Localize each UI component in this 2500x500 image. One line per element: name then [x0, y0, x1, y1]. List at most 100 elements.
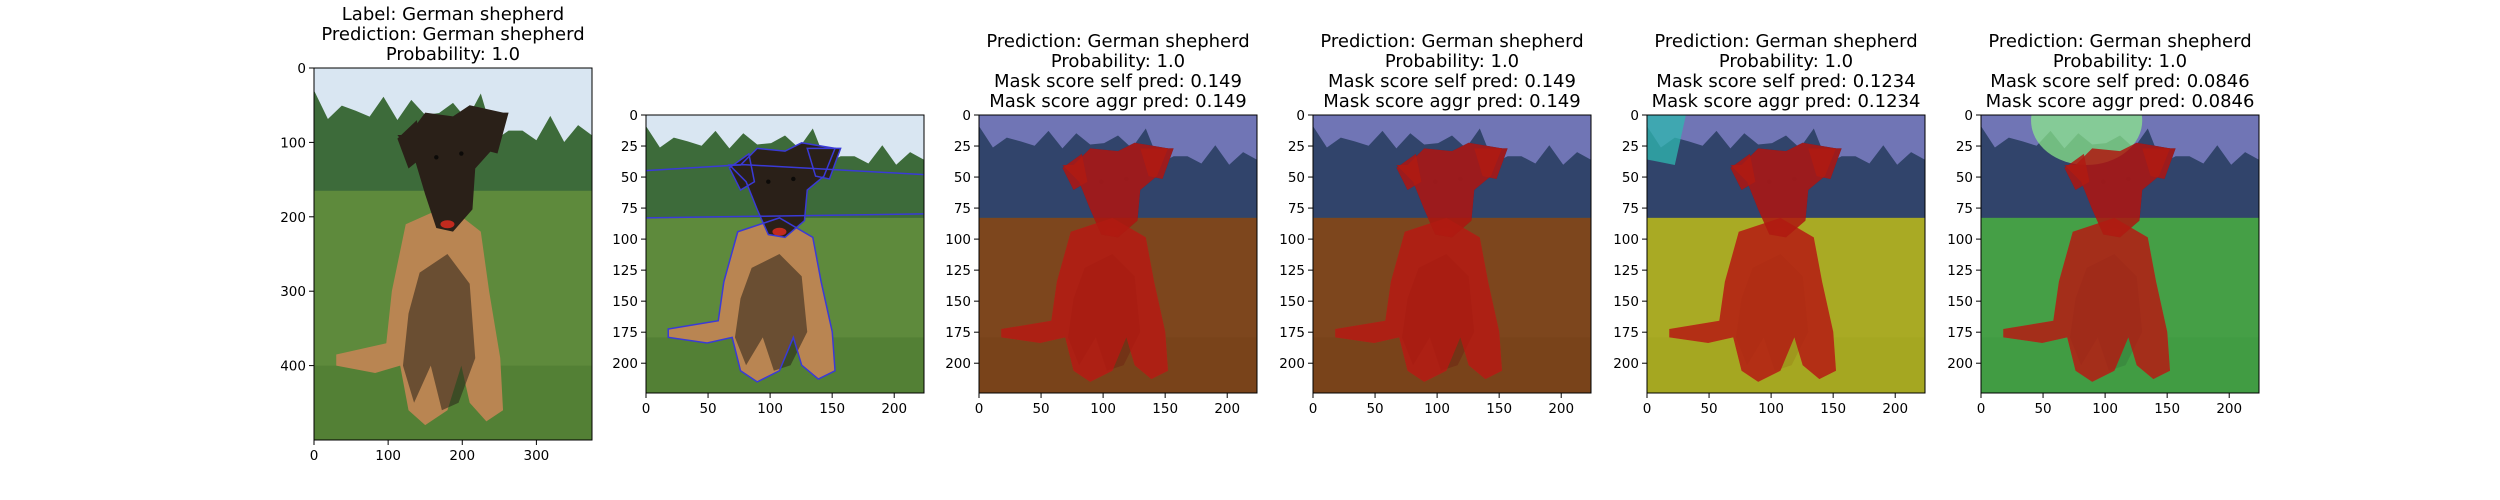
dog-eye: [459, 151, 464, 156]
segment-contour: [667, 217, 836, 383]
panel-title-line: Probability: 1.0: [1051, 51, 1185, 72]
panel-2: 0 50 100 150 200 0 25 50 75 100 125 150 175 200: [612, 108, 925, 417]
x-tick-label: 100: [2092, 401, 2118, 417]
dog-head: [729, 142, 836, 238]
x-tick-label: 200: [1882, 401, 1908, 417]
y-tick-label: 125: [1279, 263, 1305, 279]
y-tick-label: 25: [1288, 139, 1305, 155]
panel-image: [1981, 115, 2259, 393]
panel-title-line: Probability: 1.0: [1719, 51, 1853, 72]
y-tick-label: 200: [1279, 356, 1305, 372]
y-tick-label: 125: [1613, 263, 1639, 279]
x-tick-label: 50: [2034, 401, 2051, 417]
y-tick-label: 50: [1956, 170, 1973, 186]
panel-title-line: Probability: 1.0: [1385, 51, 1519, 72]
y-tick-label: 75: [1622, 201, 1639, 217]
dog-ear-mask: [1474, 148, 1508, 179]
dog-mask: [1335, 217, 1503, 382]
x-tick-label: 150: [1820, 401, 1846, 417]
y-tick-label: 200: [280, 210, 306, 226]
panel-title-line: Mask score aggr pred: 0.149: [1323, 91, 1580, 112]
y-tick-label: 0: [1630, 108, 1639, 124]
x-tick-label: 200: [881, 401, 907, 417]
dog-mask: [2003, 217, 2171, 382]
x-tick-label: 150: [1486, 401, 1512, 417]
panel-title-line: Prediction: German shepherd: [986, 31, 1249, 52]
axes-frame: [1312, 114, 1592, 394]
dog-collar: [772, 227, 787, 236]
panel-title-line: Mask score aggr pred: 0.1234: [1652, 91, 1921, 112]
segment-contour: [646, 213, 924, 219]
panel-6: 0 50 100 150 200 0 25 50 75 100 125 150 175 200 Predic…: [1947, 31, 2260, 417]
y-tick-label: 75: [1288, 201, 1305, 217]
y-tick-label: 75: [1956, 201, 1973, 217]
panel-title-line: Prediction: German shepherd: [1654, 31, 1917, 52]
dog-ear-mask: [1730, 153, 1756, 191]
x-tick-label: 200: [1548, 401, 1574, 417]
x-tick-label: 100: [375, 448, 401, 464]
dog-eye: [766, 179, 771, 184]
y-tick-label: 200: [612, 356, 638, 372]
x-tick-label: 0: [310, 448, 319, 464]
x-tick-label: 0: [975, 401, 984, 417]
y-tick-label: 125: [1947, 263, 1973, 279]
panel-4: 0 50 100 150 200 0 25 50 75 100 125 150 175 200 Predic…: [1279, 31, 1592, 417]
panel-title-line: Prediction: German shepherd: [321, 24, 584, 45]
panel-1: 0 100 200 300 0 100 200 300 400 Label: German she…: [280, 4, 593, 464]
dog-ear-mask: [1062, 153, 1088, 191]
axes-frame: [978, 114, 1258, 394]
x-tick-label: 100: [1758, 401, 1784, 417]
y-tick-label: 50: [1288, 170, 1305, 186]
dog-ear-mask: [1396, 153, 1422, 191]
x-tick-label: 150: [2154, 401, 2180, 417]
dog-collar: [440, 220, 455, 229]
x-tick-label: 0: [1309, 401, 1318, 417]
dog-ear-mask: [1808, 148, 1842, 179]
y-tick-label: 0: [962, 108, 971, 124]
x-tick-label: 200: [449, 448, 475, 464]
y-tick-label: 150: [945, 294, 971, 310]
y-tick-label: 50: [954, 170, 971, 186]
extra-segment: [1647, 115, 1686, 166]
panel-image: [1313, 115, 1591, 393]
y-tick-label: 25: [1622, 139, 1639, 155]
panel-title-line: Mask score self pred: 0.0846: [1990, 71, 2249, 92]
panel-image: [646, 115, 924, 393]
panel-image: [1647, 115, 1925, 393]
y-tick-label: 25: [954, 139, 971, 155]
x-tick-label: 50: [1366, 401, 1383, 417]
panel-title-line: Mask score aggr pred: 0.0846: [1986, 91, 2255, 112]
y-tick-label: 75: [621, 201, 638, 217]
x-tick-label: 100: [1424, 401, 1450, 417]
y-tick-label: 150: [1947, 294, 1973, 310]
dog-ear: [397, 120, 423, 169]
y-tick-label: 400: [280, 359, 306, 375]
y-tick-label: 0: [297, 61, 306, 77]
axes-frame: [645, 114, 925, 394]
dog-eye: [791, 176, 796, 182]
y-tick-label: 25: [1956, 139, 1973, 155]
x-tick-label: 100: [1090, 401, 1116, 417]
panel-title-line: Mask score aggr pred: 0.149: [989, 91, 1246, 112]
dog-ear: [475, 112, 509, 154]
y-tick-label: 0: [1296, 108, 1305, 124]
y-tick-label: 0: [629, 108, 638, 124]
x-tick-label: 300: [524, 448, 550, 464]
x-tick-label: 150: [1152, 401, 1178, 417]
y-tick-label: 175: [1947, 325, 1973, 341]
x-tick-label: 50: [699, 401, 716, 417]
dog-mask: [1001, 217, 1169, 382]
y-tick-label: 25: [621, 139, 638, 155]
y-tick-label: 175: [1613, 325, 1639, 341]
panel-3: 0 50 100 150 200 0 25 50 75 100 125 150 175 200 Predic…: [945, 31, 1258, 417]
x-tick-label: 100: [757, 401, 783, 417]
panel-title-line: Mask score self pred: 0.1234: [1656, 71, 1915, 92]
axes-frame: [1646, 114, 1926, 394]
x-tick-label: 200: [2216, 401, 2242, 417]
y-tick-label: 175: [1279, 325, 1305, 341]
segment-contour: [806, 147, 842, 180]
segment-contour: [728, 152, 756, 192]
y-tick-label: 300: [280, 284, 306, 300]
y-tick-label: 200: [1947, 356, 1973, 372]
